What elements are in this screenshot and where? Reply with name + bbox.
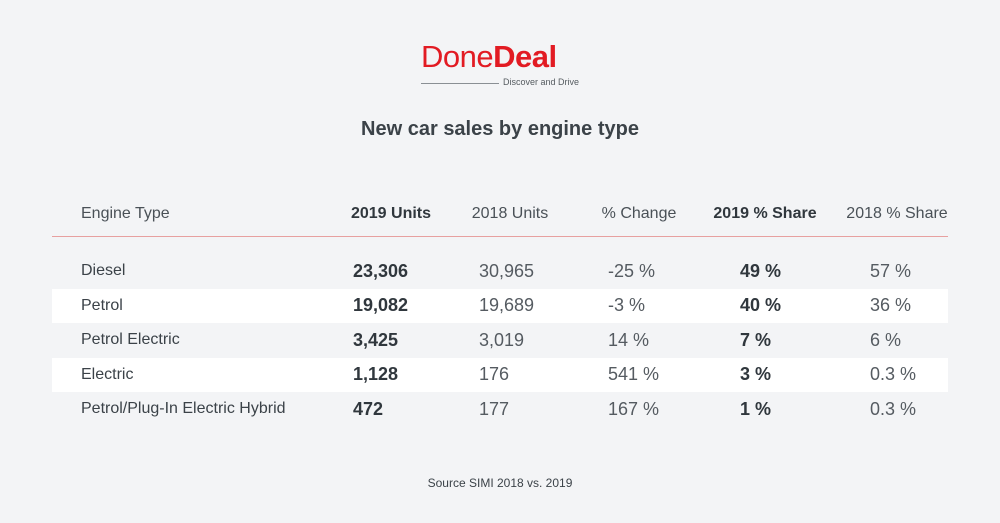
table-header-row: Engine Type 2019 Units 2018 Units % Chan…: [52, 200, 948, 237]
cell-engine-type: Petrol/Plug-In Electric Hybrid: [81, 400, 286, 418]
cell-2018-share: 57 %: [870, 260, 912, 281]
table-body: Diesel 23,306 30,965 -25 % 49 % 57 % Petrol 19,…: [52, 254, 948, 427]
cell-percent-change: 167 %: [608, 398, 660, 419]
table-row: Diesel 23,306 30,965 -25 % 49 % 57 %: [52, 254, 948, 289]
header-2018-units: 2018 Units: [471, 205, 549, 222]
cell-2019-share: 1 %: [740, 398, 772, 419]
header-percent-change: % Change: [601, 205, 677, 222]
cell-2018-share: 6 %: [870, 329, 902, 350]
cell-2019-units: 23,306: [353, 260, 409, 281]
cell-2018-units: 176: [479, 364, 510, 385]
table-row: Petrol 19,082 19,689 -3 % 40 % 36 %: [52, 288, 948, 323]
logo-wordmark: DoneDeal: [421, 40, 579, 74]
cell-2019-share: 7 %: [740, 329, 772, 350]
cell-2018-share: 0.3 %: [870, 398, 917, 419]
table-row: Electric 1,128 176 541 % 3 % 0.3 %: [52, 357, 948, 392]
source-note: Source SIMI 2018 vs. 2019: [427, 476, 573, 490]
logo-tagline: Discover and Drive: [502, 77, 580, 87]
logo-rule: [420, 83, 499, 84]
chart-title: New car sales by engine type: [361, 118, 639, 140]
cell-percent-change: -25 %: [608, 260, 656, 281]
cell-2019-units: 19,082: [353, 295, 409, 316]
cell-engine-type: Petrol: [81, 296, 123, 314]
header-2018-share: 2018 % Share: [846, 205, 948, 222]
table-row: Petrol/Plug-In Electric Hybrid 472 177 167 …: [52, 392, 948, 427]
cell-2019-share: 3 %: [740, 364, 772, 385]
cell-engine-type: Electric: [81, 365, 134, 383]
cell-2019-share: 49 %: [740, 260, 782, 281]
cell-2018-units: 177: [479, 398, 510, 419]
cell-2019-units: 3,425: [353, 329, 399, 350]
header-2019-units: 2019 Units: [350, 205, 432, 222]
cell-2018-share: 0.3 %: [870, 364, 917, 385]
cell-engine-type: Diesel: [81, 262, 126, 280]
cell-2018-units: 3,019: [479, 329, 525, 350]
cell-2018-units: 19,689: [479, 295, 535, 316]
cell-engine-type: Petrol Electric: [81, 331, 180, 349]
logo-word-light: Done: [420, 39, 494, 74]
donedeal-logo: DoneDeal Discover and Drive: [0, 40, 1000, 90]
cell-2019-share: 40 %: [740, 295, 782, 316]
cell-percent-change: 541 %: [608, 364, 660, 385]
table-row: Petrol Electric 3,425 3,019 14 % 7 % 6 %: [52, 323, 948, 358]
header-engine-type: Engine Type: [81, 205, 170, 222]
cell-2019-units: 1,128: [353, 364, 399, 385]
header-2019-share: 2019 % Share: [713, 205, 817, 222]
cell-2018-units: 30,965: [479, 260, 535, 281]
sales-table: Engine Type 2019 Units 2018 Units % Chan…: [52, 200, 948, 427]
cell-percent-change: 14 %: [608, 329, 650, 350]
cell-2018-share: 36 %: [870, 295, 912, 316]
logo-word-bold: Deal: [493, 39, 557, 74]
cell-percent-change: -3 %: [608, 295, 646, 316]
cell-2019-units: 472: [353, 398, 384, 419]
